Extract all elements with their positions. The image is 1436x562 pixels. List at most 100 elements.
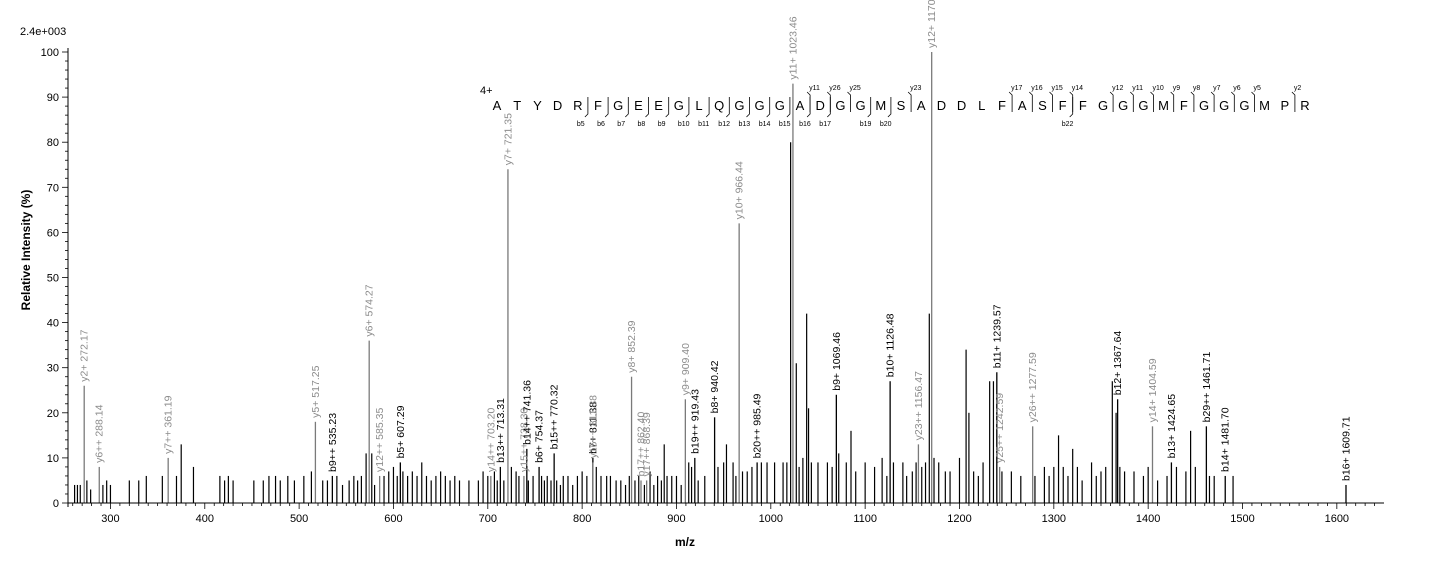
y-tick-label: 30 — [47, 363, 59, 375]
peak-label: b20++ 985.49 — [752, 393, 764, 458]
b-ion-bracket — [665, 97, 670, 118]
charge-state-label: 4+ — [480, 85, 493, 97]
b-ion-bracket — [786, 97, 791, 118]
sequence-residue: A — [917, 98, 926, 113]
x-tick-label: 1500 — [1230, 513, 1254, 525]
peak-label: y11+ 1023.46 — [787, 16, 799, 79]
peak-label: b12+ 1367.64 — [1112, 331, 1124, 396]
y-tick-label: 80 — [47, 137, 59, 149]
peak-label: b14+ 1481.70 — [1220, 407, 1232, 472]
y-ion-label: y6 — [1233, 85, 1241, 92]
b-ion-label: b15 — [779, 121, 791, 128]
y-ion-bracket — [1251, 91, 1255, 112]
b-ion-label: b16 — [799, 121, 811, 128]
sequence-residue: R — [1300, 98, 1309, 113]
y-ion-label: y26 — [829, 85, 840, 92]
sequence-residue: L — [978, 98, 985, 113]
y-ion-bracket — [1190, 91, 1195, 112]
sequence-residue: G — [755, 98, 765, 113]
y-ion-bracket — [806, 91, 811, 112]
peak-label: b10+ 1126.48 — [885, 313, 897, 377]
y-ion-label: y25 — [850, 85, 861, 92]
y-tick-label: 20 — [47, 408, 59, 420]
x-tick-label: 1100 — [853, 513, 877, 525]
sequence-residue: G — [674, 98, 684, 113]
y-ion-label: y10 — [1153, 85, 1164, 92]
sequence-residue: M — [1158, 98, 1169, 113]
y-ion-bracket — [1150, 91, 1154, 112]
peak-label: b14++ 741.36 — [521, 380, 533, 445]
y-tick-label: 50 — [47, 273, 59, 285]
sequence-residue: Y — [533, 98, 542, 113]
peak-label: b5+ 607.29 — [395, 405, 407, 458]
b-ion-label: b7 — [617, 121, 625, 128]
y-ion-label: y11 — [1132, 85, 1143, 92]
peak-label: y15++ 738.30 — [518, 408, 530, 472]
y-tick-label: 90 — [47, 92, 59, 104]
sequence-residue: D — [957, 98, 966, 113]
peak-label: y26++ 1277.59 — [1027, 352, 1039, 422]
peak-label: y12++ 585.35 — [374, 408, 386, 472]
x-tick-label: 1600 — [1325, 513, 1349, 525]
y-ion-label: y9 — [1173, 85, 1181, 92]
x-tick-label: 1000 — [759, 513, 783, 525]
y-ion-label: y23 — [910, 85, 921, 92]
y-tick-label: 100 — [41, 47, 59, 59]
b-ion-label: b8 — [638, 121, 646, 128]
peak-label: y7++ 361.19 — [163, 395, 175, 454]
y-tick-label: 0 — [53, 498, 59, 510]
sequence-residue: Q — [714, 98, 724, 113]
sequence-residue: G — [734, 98, 744, 113]
sequence-residue: A — [1018, 98, 1027, 113]
b-ion-bracket — [746, 97, 750, 118]
y-ion-label: y17 — [1011, 85, 1022, 92]
y-ion-label: y12 — [1112, 85, 1123, 92]
b-ion-label: b20 — [880, 121, 892, 128]
b-ion-label: b19 — [860, 121, 872, 128]
peak-label: b6+ 754.37 — [534, 410, 546, 463]
peak-label: y16++ 811.38 — [587, 395, 599, 459]
peak-label: b7+ 811.38 — [587, 402, 599, 454]
y-ion-label: y7 — [1213, 85, 1221, 92]
y-ion-bracket — [1170, 91, 1175, 112]
y-ion-bracket — [1069, 91, 1074, 112]
peak-label: b16+ 1609.71 — [1340, 416, 1352, 481]
x-tick-label: 1300 — [1042, 513, 1066, 525]
peak-label: b9++ 535.23 — [327, 413, 339, 472]
sequence-residue: S — [1038, 98, 1047, 113]
sequence-residue: S — [897, 98, 906, 113]
peak-label: y12+ 1170.54 — [926, 0, 938, 48]
sequence-residue: G — [1239, 98, 1249, 113]
b-ion-bracket — [625, 97, 629, 118]
sequence-residue: A — [493, 98, 502, 113]
peak-label: b9+ 1069.46 — [831, 332, 843, 391]
sequence-residue: G — [856, 98, 866, 113]
sequence-residue: G — [775, 98, 785, 113]
b-ion-bracket — [584, 97, 589, 118]
peak-label: y23++ 1156.47 — [913, 371, 925, 440]
x-axis-title: m/z — [675, 535, 695, 549]
sequence-residue: F — [998, 98, 1006, 113]
y-ion-bracket — [1109, 91, 1114, 112]
y-ion-label: y14 — [1072, 85, 1083, 92]
y-ion-bracket — [1008, 91, 1013, 112]
y-tick-label: 40 — [47, 318, 59, 330]
peak-label: y10+ 966.44 — [734, 161, 746, 219]
sequence-residue: G — [613, 98, 623, 113]
b-ion-bracket — [766, 97, 771, 118]
peak-label: b15++ 770.32 — [549, 384, 561, 449]
peak-label: y6+ 574.27 — [364, 284, 376, 336]
x-tick-label: 1200 — [947, 513, 971, 525]
peak-label: b13++ 713.31 — [495, 398, 507, 463]
peak-label: b13+ 1424.65 — [1166, 394, 1178, 459]
peak-label: y17++ 868.39 — [641, 412, 653, 476]
y-ion-label: y11 — [809, 85, 820, 92]
y-ion-bracket — [1130, 91, 1134, 112]
sequence-residue: G — [1219, 98, 1229, 113]
b-ion-label: b14 — [759, 121, 771, 128]
y-ion-bracket — [1291, 91, 1296, 112]
sequence-residue: F — [1059, 98, 1067, 113]
y-ion-label: y2 — [1294, 85, 1302, 92]
